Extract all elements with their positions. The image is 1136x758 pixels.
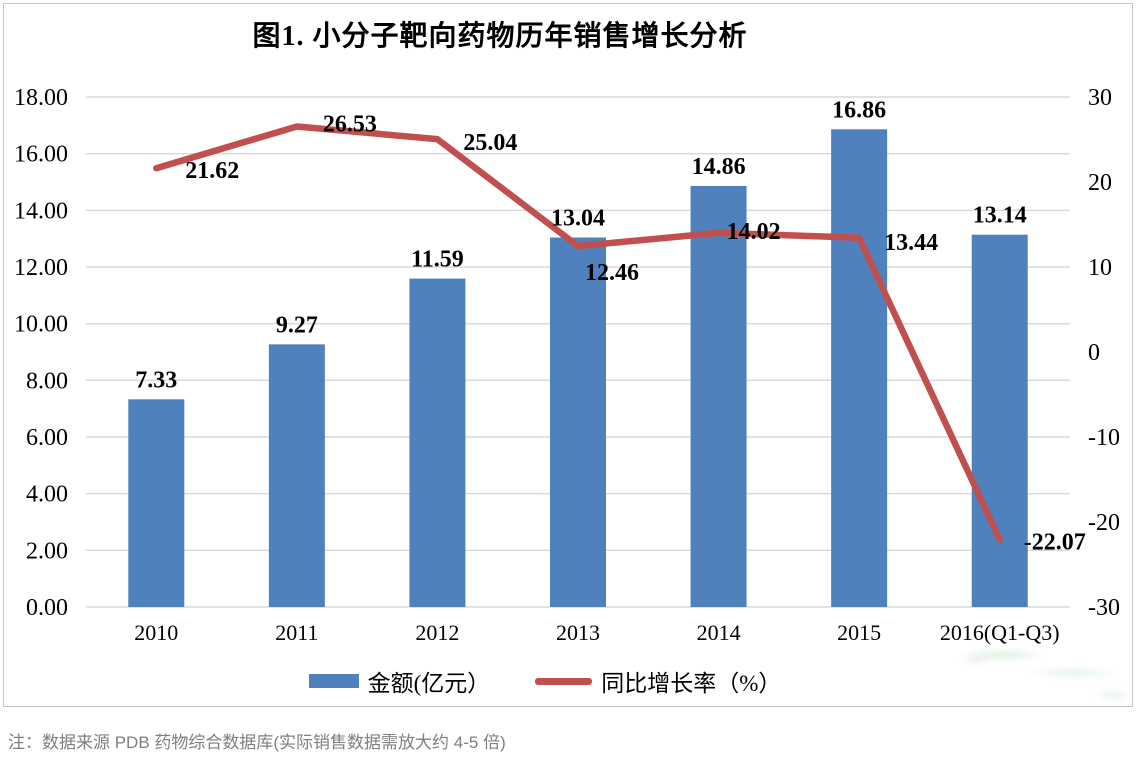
bar-data-label: 9.27: [276, 312, 318, 338]
left-axis-tick-label: 2.00: [26, 538, 68, 564]
line-data-label: 14.02: [727, 219, 781, 245]
left-axis-tick-label: 8.00: [26, 368, 68, 394]
x-axis-label: 2016(Q1-Q3): [940, 620, 1060, 645]
legend-item-amount: 金额(亿元）: [308, 664, 491, 698]
line-data-label: -22.07: [1024, 530, 1086, 556]
left-axis-tick-label: 0.00: [26, 595, 68, 621]
line-data-label: 13.44: [884, 230, 938, 256]
bar-2016(Q1-Q3): [971, 234, 1028, 607]
left-axis-tick-label: 18.00: [14, 85, 68, 111]
legend-item-growth-rate: 同比增长率（%）: [535, 664, 781, 698]
line-data-label: 12.46: [585, 260, 639, 286]
right-axis-tick-label: -10: [1088, 425, 1120, 451]
x-axis-label: 2015: [837, 620, 881, 645]
line-series-swatch: [535, 677, 593, 685]
bar-data-label: 13.04: [551, 206, 605, 232]
chart-legend: 金额(亿元） 同比增长率（%）: [0, 664, 1090, 698]
left-axis-tick-label: 4.00: [26, 482, 68, 508]
right-axis-tick-label: -20: [1088, 510, 1120, 536]
bar-2013: [550, 237, 606, 608]
growth-rate-line: [153, 123, 1003, 543]
bar-2010: [128, 399, 185, 607]
legend-label-growth-rate: 同比增长率（%）: [601, 671, 782, 696]
right-axis-tick-label: 0: [1088, 340, 1100, 366]
bar-data-label: 14.86: [692, 154, 746, 180]
x-axis-label: 2010: [134, 620, 178, 645]
right-axis-tick-label: 30: [1088, 85, 1112, 111]
data-source-note: 注：数据来源 PDB 药物综合数据库(实际销售数据需放大约 4-5 倍): [8, 733, 506, 752]
bar-2012: [409, 278, 466, 607]
bar-data-label: 16.86: [832, 97, 886, 123]
chart-title: 图1. 小分子靶向药物历年销售增长分析: [252, 21, 748, 52]
legend-label-amount: 金额(亿元）: [367, 671, 491, 696]
x-axis-label: 2014: [697, 620, 741, 645]
line-data-label: 21.62: [185, 158, 239, 184]
left-axis-tick-label: 16.00: [14, 142, 68, 168]
x-axis-label: 2012: [415, 620, 459, 645]
bar-2015: [831, 129, 888, 608]
x-axis-label: 2013: [556, 620, 600, 645]
left-axis-tick-label: 12.00: [14, 255, 68, 281]
bar-2011: [268, 344, 325, 607]
line-data-label: 25.04: [463, 130, 517, 156]
bar-2014: [690, 185, 747, 607]
bar-data-label: 11.59: [411, 247, 464, 273]
line-data-label: 26.53: [323, 111, 377, 137]
left-axis-tick-label: 6.00: [26, 425, 68, 451]
bar-series-swatch: [308, 674, 359, 688]
bar-data-label: 13.14: [973, 203, 1027, 229]
bar-data-label: 7.33: [135, 367, 177, 393]
right-axis-tick-label: -30: [1088, 595, 1120, 621]
left-axis-tick-label: 10.00: [14, 312, 68, 338]
x-axis-label: 2011: [275, 620, 318, 645]
left-axis-tick-label: 14.00: [14, 198, 68, 224]
right-axis-tick-label: 20: [1088, 170, 1112, 196]
right-axis-tick-label: 10: [1088, 255, 1112, 281]
